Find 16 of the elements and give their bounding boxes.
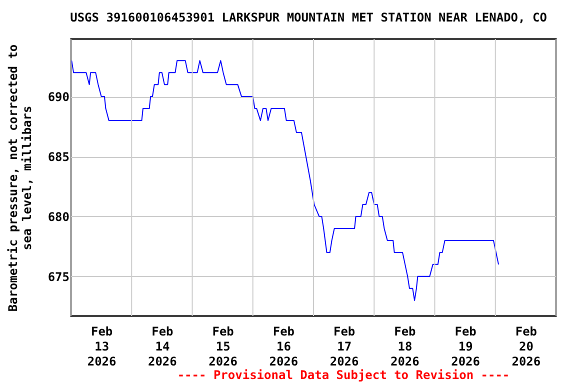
y-tick-label: 675 [48,270,70,284]
x-tick-label: Feb 18 2026 [390,324,420,368]
x-tick-label: Feb 14 2026 [148,324,177,368]
x-tick-label: Feb 13 2026 [87,324,116,368]
x-tick-label: Feb 15 2026 [208,324,238,368]
y-tick-label: 680 [48,210,70,224]
x-tick-label: Feb 20 2026 [512,324,541,368]
y-axis-title: Barometric pressure, not corrected to sea level, millibars [6,44,34,312]
x-tick-label: Feb 17 2026 [330,324,359,368]
text: ---- Provisional Data Subject to Revision ---- [177,368,510,382]
y-tick-label: 690 [48,90,70,104]
x-tick-label: Feb 16 2026 [269,324,298,368]
chart-title: USGS 391600106453901 LARKSPUR MOUNTAIN MET STATION NEAR LENADO, CO [70,10,547,24]
y-tick-label: 685 [48,150,70,164]
line-series [71,60,500,301]
x-tick-label: Feb 19 2026 [451,324,480,368]
